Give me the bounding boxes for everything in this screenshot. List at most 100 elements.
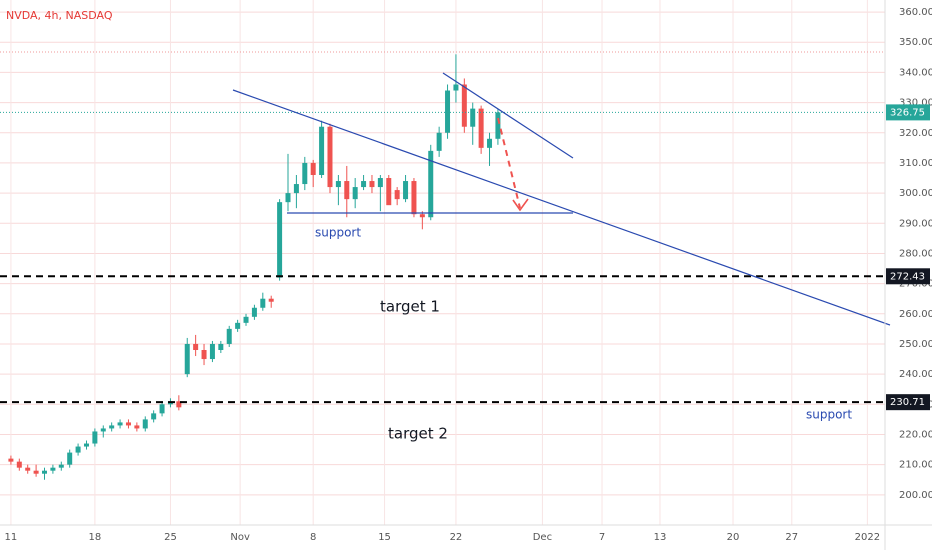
candle-body <box>445 90 451 133</box>
price-label: 230.71 <box>890 397 925 408</box>
candle-body <box>184 343 190 375</box>
candle-body <box>352 187 358 200</box>
candle-body <box>268 298 274 302</box>
candle-body <box>394 190 400 200</box>
candle-body <box>470 108 476 127</box>
y-tick-label: 210.00 <box>899 460 932 471</box>
candle-body <box>487 138 493 148</box>
candle-body <box>361 181 367 188</box>
candle-body <box>327 126 333 188</box>
y-tick-label: 320.00 <box>899 128 932 139</box>
candle-body <box>33 470 39 474</box>
forecast-arrow <box>497 117 521 209</box>
y-tick-label: 310.00 <box>899 158 932 169</box>
candle-body <box>25 467 31 471</box>
candle-body <box>142 419 148 429</box>
candle-body <box>319 126 325 175</box>
candle-body <box>428 150 434 218</box>
candle-body <box>201 350 207 360</box>
x-tick-label: 15 <box>378 532 391 543</box>
candle-body <box>461 84 467 127</box>
candle-body <box>478 108 484 148</box>
x-tick-label: 2022 <box>855 532 880 543</box>
candle-body <box>377 178 383 188</box>
candle-body <box>100 428 106 432</box>
candle-body <box>403 181 409 200</box>
y-tick-label: 260.00 <box>899 309 932 320</box>
candle-body <box>302 162 308 185</box>
y-tick-label: 340.00 <box>899 67 932 78</box>
y-tick-label: 200.00 <box>899 490 932 501</box>
x-tick-label: Dec <box>533 532 552 543</box>
chart-title: NVDA, 4h, NASDAQ <box>6 9 113 22</box>
candle-body <box>218 343 224 350</box>
candle-body <box>293 184 299 194</box>
y-tick-label: 300.00 <box>899 188 932 199</box>
candle-body <box>386 178 392 206</box>
x-tick-label: 22 <box>450 532 463 543</box>
candle-body <box>369 181 375 188</box>
y-tick-label: 220.00 <box>899 429 932 440</box>
y-tick-label: 250.00 <box>899 339 932 350</box>
candle-body <box>151 413 157 420</box>
candle-body <box>453 84 459 91</box>
candle-body <box>285 193 291 203</box>
candle-body <box>209 343 215 360</box>
x-tick-label: 18 <box>89 532 102 543</box>
annotation: target 2 <box>388 425 448 443</box>
candle-body <box>193 343 199 350</box>
candle-body <box>42 470 48 474</box>
candle-body <box>67 452 73 465</box>
price-label: 272.43 <box>890 271 925 282</box>
y-tick-label: 240.00 <box>899 369 932 380</box>
candle-body <box>226 328 232 344</box>
candle-body <box>335 181 341 188</box>
annotation: support <box>315 226 361 240</box>
candle-body <box>16 461 22 468</box>
candle-body <box>495 112 501 139</box>
candle-body <box>159 404 165 414</box>
candle-body <box>260 298 266 308</box>
x-tick-label: 27 <box>785 532 798 543</box>
candle-body <box>176 401 182 408</box>
candle-body <box>411 181 417 215</box>
x-tick-label: 7 <box>599 532 605 543</box>
candle-body <box>92 431 98 444</box>
last-price-label: 326.75 <box>890 107 925 118</box>
candle-body <box>75 446 81 453</box>
annotation: support <box>806 408 852 422</box>
y-tick-label: 290.00 <box>899 218 932 229</box>
candle-body <box>419 214 425 218</box>
candle-body <box>243 316 249 323</box>
trend-line <box>232 89 891 326</box>
forecast-arrowhead <box>512 198 529 212</box>
candle-body <box>310 162 316 175</box>
trend-line <box>442 72 574 159</box>
candle-body <box>125 422 131 426</box>
last-price-bg <box>886 104 930 121</box>
x-tick-label: 25 <box>164 532 177 543</box>
y-tick-label: 350.00 <box>899 37 932 48</box>
candle-body <box>50 467 56 471</box>
candle-body <box>436 132 442 151</box>
x-tick-label: 11 <box>5 532 18 543</box>
candle-body <box>134 425 140 429</box>
annotation: target 1 <box>380 298 440 316</box>
y-tick-label: 280.00 <box>899 248 932 259</box>
candle-body <box>344 181 350 200</box>
x-tick-label: 20 <box>727 532 740 543</box>
price-label-bg <box>886 268 930 285</box>
candle-body <box>83 443 89 447</box>
x-tick-label: 13 <box>654 532 667 543</box>
y-tick-label: 330.00 <box>899 98 932 109</box>
candle-body <box>8 458 14 462</box>
candle-body <box>277 202 283 278</box>
x-tick-label: Nov <box>230 532 250 543</box>
y-tick-label: 360.00 <box>899 7 932 18</box>
candle-body <box>58 464 64 468</box>
price-label-bg <box>886 394 930 411</box>
candle-body <box>251 307 257 317</box>
x-tick-label: 8 <box>310 532 316 543</box>
candle-body <box>235 322 241 329</box>
